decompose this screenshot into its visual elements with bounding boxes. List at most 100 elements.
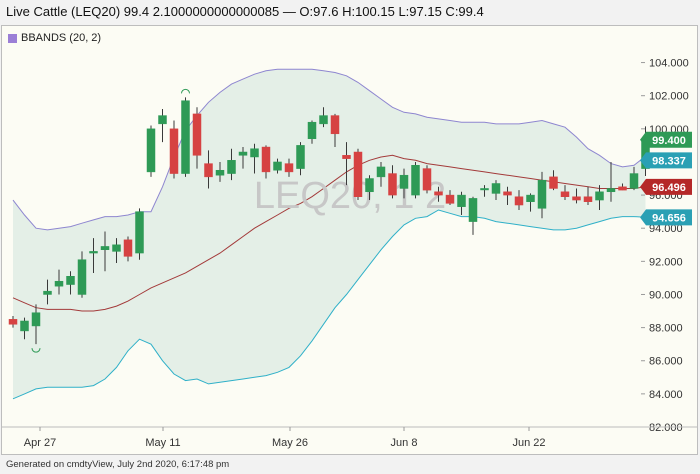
legend-swatch <box>8 33 17 43</box>
price-tag-bg <box>640 209 692 226</box>
x-tick-label: May 11 <box>145 437 180 449</box>
candle <box>227 148 236 181</box>
high-marker <box>181 88 190 94</box>
candle-body <box>112 244 121 252</box>
y-tick-label: 94.000 <box>649 223 683 235</box>
footer-generated: Generated on cmdtyView, July 2nd 2020, 6… <box>6 459 230 470</box>
candle-body <box>606 188 616 193</box>
candle <box>445 190 455 206</box>
band-fill <box>13 69 646 399</box>
candle-body <box>411 165 420 196</box>
indicator-legend: BBANDS (20, 2) <box>8 32 101 44</box>
candle-body <box>77 259 87 295</box>
candle-body <box>192 113 202 156</box>
candle <box>618 183 627 191</box>
candle-body <box>66 276 75 285</box>
candle-body <box>491 183 501 194</box>
band-upper-line <box>12 68 646 231</box>
candle <box>307 120 317 144</box>
y-axis: 104.000102.000100.00098.00096.00094.0009… <box>641 58 689 434</box>
candle-body <box>365 178 374 193</box>
candle-body <box>250 148 259 158</box>
price-tag-close: 99.400 <box>640 131 692 148</box>
candle-body <box>503 191 512 196</box>
legend-label: BBANDS (20, 2) <box>21 32 102 44</box>
x-tick-label: Jun 8 <box>391 437 418 449</box>
candle <box>388 165 397 199</box>
price-tag-label: 99.400 <box>652 135 686 147</box>
low-marker <box>31 348 41 353</box>
candle <box>606 161 616 202</box>
candle <box>411 161 420 199</box>
x-axis: Apr 27 May 11 May 26 Jun 8 Jun 22 <box>2 426 697 449</box>
candle <box>250 143 259 174</box>
candle <box>77 251 87 298</box>
candle-body <box>330 115 340 135</box>
candle-body <box>399 174 409 189</box>
candle-body <box>549 176 558 189</box>
candle <box>66 271 75 295</box>
candle <box>123 236 133 262</box>
candle-body <box>457 194 466 207</box>
candle <box>629 166 639 191</box>
candle-body <box>169 128 179 174</box>
candle-body <box>353 151 363 197</box>
candle <box>181 97 190 177</box>
y-tick-label: 84.000 <box>649 389 683 401</box>
bollinger-bands <box>12 68 646 400</box>
candle <box>89 238 98 273</box>
candle <box>284 158 294 177</box>
band-middle-line <box>12 154 646 312</box>
candle <box>549 170 558 191</box>
candle-body <box>146 128 156 173</box>
candle-body <box>158 115 167 125</box>
candle <box>296 142 305 176</box>
candle-body <box>445 194 455 204</box>
candle <box>480 185 489 197</box>
candle-body <box>583 196 593 202</box>
candle-body <box>54 280 64 287</box>
candle-body <box>135 211 144 254</box>
candle-body <box>629 173 639 189</box>
candle <box>572 188 581 204</box>
y-tick-label: 102.000 <box>649 91 689 103</box>
candle <box>434 186 443 202</box>
candle-body <box>526 194 535 202</box>
candle-body <box>89 251 98 254</box>
chart-title: Live Cattle (LEQ20) 99.4 2.1000000000000… <box>6 4 484 19</box>
candle-body <box>307 121 317 140</box>
candle <box>514 190 524 210</box>
x-tick-label: May 26 <box>272 437 308 449</box>
y-tick-label: 88.000 <box>649 323 683 335</box>
candle <box>583 186 593 206</box>
candle <box>238 147 248 169</box>
candle-body <box>572 196 581 201</box>
candle <box>112 238 121 264</box>
candle <box>526 193 535 212</box>
candle <box>192 107 202 169</box>
band-lower-line <box>12 209 646 400</box>
candle <box>491 180 501 201</box>
candle-body <box>296 145 305 169</box>
candle-body <box>273 161 282 171</box>
candle-body <box>123 239 133 257</box>
candle-body <box>43 290 52 295</box>
candle <box>100 231 110 272</box>
candle-body <box>100 246 110 251</box>
candle-body <box>261 146 271 173</box>
candle <box>595 185 604 210</box>
candle-body <box>480 188 489 191</box>
price-tag-label: 96.496 <box>652 182 686 194</box>
candle <box>215 161 225 182</box>
candle-body <box>514 196 524 206</box>
candle-body <box>31 312 41 327</box>
candle-body <box>227 160 236 174</box>
candle <box>146 125 156 177</box>
y-tick-label: 82.000 <box>649 422 683 434</box>
candle <box>353 148 363 201</box>
candle-body <box>618 186 627 191</box>
candle <box>503 186 512 206</box>
x-tick-label: Jun 22 <box>512 437 545 449</box>
candle <box>135 208 144 260</box>
